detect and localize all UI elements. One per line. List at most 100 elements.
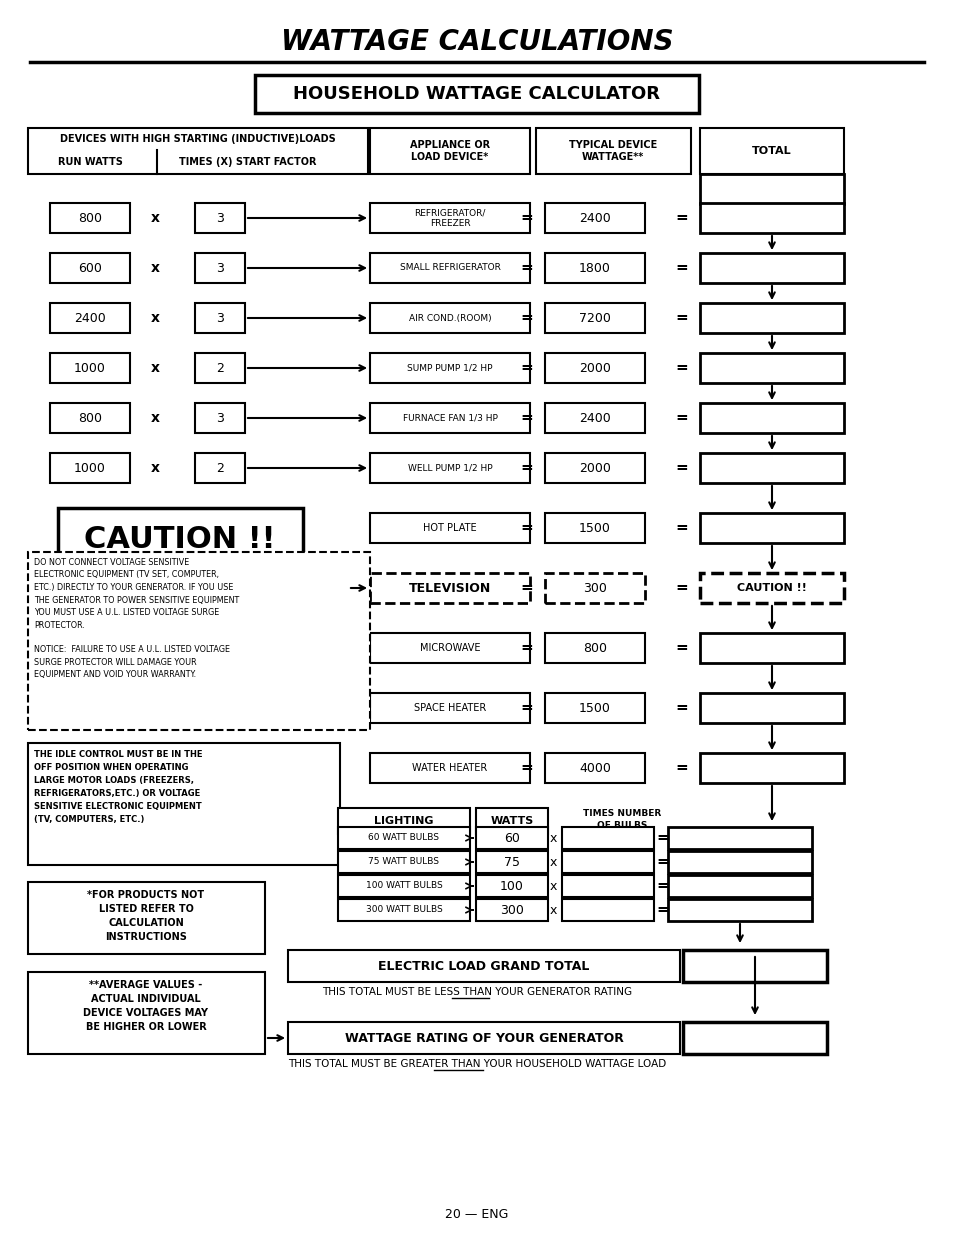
Text: =: = [520,410,533,426]
Text: x: x [549,904,557,916]
Text: WATTAGE RATING OF YOUR GENERATOR: WATTAGE RATING OF YOUR GENERATOR [344,1031,622,1045]
Bar [50,353,130,383]
Text: x: x [151,411,159,425]
Text: 1800: 1800 [578,262,610,274]
Text: x: x [549,831,557,845]
Bar [370,253,530,283]
Bar [194,203,245,233]
Bar [561,827,654,848]
Bar [544,573,644,603]
Bar [194,403,245,433]
Text: CAUTION !!: CAUTION !! [737,583,806,593]
Text: OFF POSITION WHEN OPERATING: OFF POSITION WHEN OPERATING [34,763,189,772]
Bar [544,634,644,663]
Text: 800: 800 [78,411,102,425]
Text: 2: 2 [215,462,224,474]
Text: =: = [656,878,669,893]
Bar [28,552,370,730]
Text: 300: 300 [582,582,606,594]
Bar [337,876,470,897]
Text: 2400: 2400 [578,211,610,225]
Text: THIS TOTAL MUST BE LESS THAN YOUR GENERATOR RATING: THIS TOTAL MUST BE LESS THAN YOUR GENERA… [321,987,632,997]
Bar [700,353,843,383]
Text: ELECTRONIC EQUIPMENT (TV SET, COMPUTER,: ELECTRONIC EQUIPMENT (TV SET, COMPUTER, [34,571,219,579]
Text: x: x [151,311,159,325]
Bar [667,876,811,897]
Bar [700,128,843,174]
Text: x: x [549,856,557,868]
Text: =: = [675,310,688,326]
Bar [288,1023,679,1053]
Text: RUN WATTS: RUN WATTS [57,157,122,167]
Text: THE GENERATOR TO POWER SENSITIVE EQUIPMENT: THE GENERATOR TO POWER SENSITIVE EQUIPME… [34,595,239,604]
Bar [370,203,530,233]
Bar [544,513,644,543]
Bar [700,513,843,543]
Text: SMALL REFRIGERATOR: SMALL REFRIGERATOR [399,263,500,273]
Text: =: = [520,520,533,536]
Text: =: = [675,261,688,275]
Text: WATER HEATER: WATER HEATER [412,763,487,773]
Text: =: = [520,700,533,715]
Text: x: x [151,361,159,375]
Text: REFRIGERATORS,ETC.) OR VOLTAGE: REFRIGERATORS,ETC.) OR VOLTAGE [34,789,200,798]
Text: FURNACE FAN 1/3 HP: FURNACE FAN 1/3 HP [402,414,497,422]
Bar [682,1023,826,1053]
Bar [370,128,530,174]
Text: 100: 100 [499,879,523,893]
Text: =: = [675,410,688,426]
Bar [370,303,530,333]
Bar [370,353,530,383]
Text: 2000: 2000 [578,462,610,474]
Bar [370,753,530,783]
Bar [561,851,654,873]
Bar [544,693,644,722]
Text: 75 WATT BULBS: 75 WATT BULBS [368,857,439,867]
Text: =: = [656,855,669,869]
Text: 2: 2 [215,362,224,374]
Text: THE IDLE CONTROL MUST BE IN THE: THE IDLE CONTROL MUST BE IN THE [34,750,202,760]
Text: CAUTION !!: CAUTION !! [84,525,275,553]
Text: 60: 60 [503,831,519,845]
Text: HOT PLATE: HOT PLATE [423,522,476,534]
Text: 2000: 2000 [578,362,610,374]
Text: THIS TOTAL MUST BE GREATER THAN YOUR HOUSEHOLD WATTAGE LOAD: THIS TOTAL MUST BE GREATER THAN YOUR HOU… [288,1058,665,1070]
Text: ETC.) DIRECTLY TO YOUR GENERATOR. IF YOU USE: ETC.) DIRECTLY TO YOUR GENERATOR. IF YOU… [34,583,233,592]
Bar [700,573,843,603]
Text: TOTAL: TOTAL [751,146,791,156]
Text: EQUIPMENT AND VOID YOUR WARRANTY.: EQUIPMENT AND VOID YOUR WARRANTY. [34,671,196,679]
Bar [476,827,547,848]
Bar [337,851,470,873]
Text: 1000: 1000 [74,362,106,374]
Bar [561,899,654,921]
Text: SUMP PUMP 1/2 HP: SUMP PUMP 1/2 HP [407,363,493,373]
Text: TIMES (X) START FACTOR: TIMES (X) START FACTOR [179,157,316,167]
Text: DEVICE VOLTAGES MAY: DEVICE VOLTAGES MAY [84,1008,209,1018]
Text: =: = [520,361,533,375]
Text: **AVERAGE VALUES -: **AVERAGE VALUES - [90,981,202,990]
Bar [58,508,303,571]
Text: 4000: 4000 [578,762,610,774]
Text: *FOR PRODUCTS NOT: *FOR PRODUCTS NOT [88,890,204,900]
Text: YOU MUST USE A U.L. LISTED VOLTAGE SURGE: YOU MUST USE A U.L. LISTED VOLTAGE SURGE [34,608,219,618]
Bar [370,403,530,433]
Bar [700,634,843,663]
Bar [700,753,843,783]
Bar [50,453,130,483]
Text: SPACE HEATER: SPACE HEATER [414,703,486,713]
Text: =: = [520,461,533,475]
Text: MICROWAVE: MICROWAVE [419,643,479,653]
Bar [544,753,644,783]
Bar [561,876,654,897]
Text: x: x [549,879,557,893]
Text: 800: 800 [78,211,102,225]
Text: =: = [675,520,688,536]
Bar [544,203,644,233]
Text: =: = [675,761,688,776]
Text: =: = [520,641,533,656]
Bar [28,743,339,864]
Text: =: = [520,261,533,275]
Bar [50,403,130,433]
Text: HOUSEHOLD WATTAGE CALCULATOR: HOUSEHOLD WATTAGE CALCULATOR [294,85,659,103]
Bar [370,513,530,543]
